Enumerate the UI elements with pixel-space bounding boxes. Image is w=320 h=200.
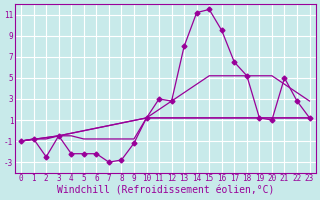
- X-axis label: Windchill (Refroidissement éolien,°C): Windchill (Refroidissement éolien,°C): [57, 186, 274, 196]
